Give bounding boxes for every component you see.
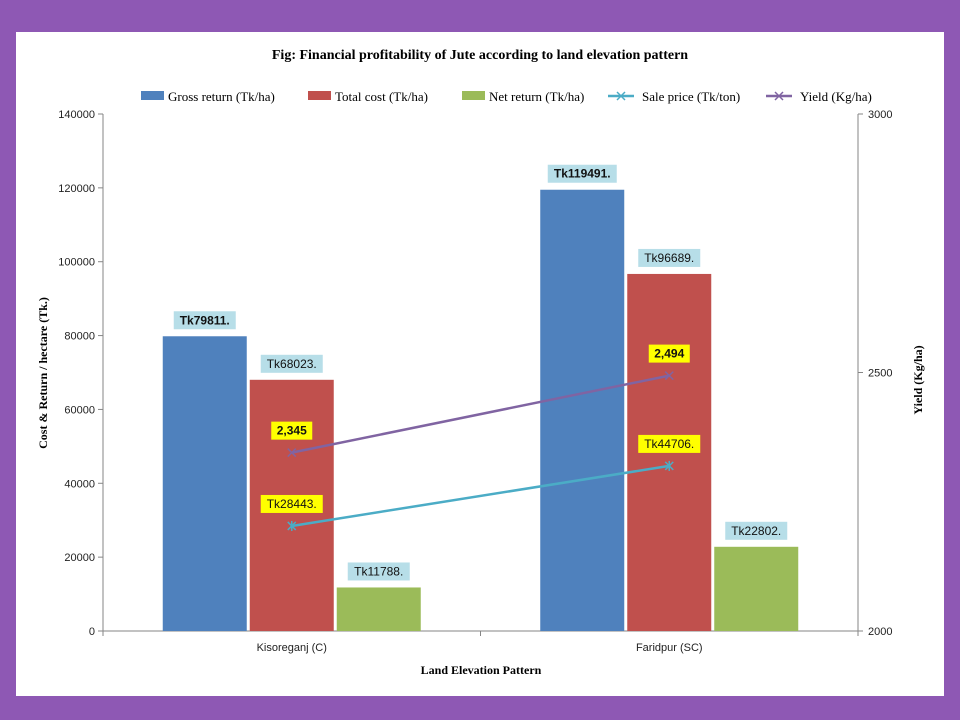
y2-axis-title: Yield (Kg/ha) [911, 345, 925, 414]
data-label-box [648, 344, 690, 363]
legend-item: Net return (Tk/ha) [462, 89, 584, 104]
data-label: Tk44706. [644, 437, 694, 451]
legend-label: Total cost (Tk/ha) [335, 89, 428, 104]
data-label-box [271, 421, 313, 440]
x-marker [287, 448, 297, 458]
data-label: Tk79811. [180, 313, 230, 327]
line-series [287, 371, 674, 531]
legend: Gross return (Tk/ha) Total cost (Tk/ha) Ne… [141, 89, 872, 104]
x-marker [664, 371, 674, 381]
data-label: Tk96689. [644, 251, 694, 265]
y-tick-label: 20000 [64, 552, 95, 564]
legend-label: Net return (Tk/ha) [489, 89, 584, 104]
legend-label: Yield (Kg/ha) [800, 89, 872, 104]
data-label-box [260, 494, 323, 513]
data-label-box [260, 354, 323, 373]
legend-item: Total cost (Tk/ha) [308, 89, 428, 104]
y-tick-label: 100000 [58, 257, 95, 269]
series-line [291, 464, 670, 528]
x-tick-label: Faridpur (SC) [636, 642, 703, 654]
asterisk-marker [664, 460, 674, 471]
data-label-box [347, 562, 410, 581]
data-label-box [725, 521, 788, 540]
legend-label: Sale price (Tk/ton) [642, 89, 740, 104]
y-tick-label: 140000 [58, 109, 95, 121]
legend-swatch [308, 91, 331, 100]
legend-item: Sale price (Tk/ton) [608, 89, 740, 104]
bar [714, 546, 799, 631]
data-label-box [638, 248, 701, 267]
y2-tick-label: 2500 [868, 368, 892, 380]
y-tick-label: 80000 [64, 331, 95, 343]
data-label: Tk11788. [354, 564, 403, 578]
data-label-box [173, 311, 236, 330]
data-label: Tk28443. [267, 497, 317, 511]
y-axis-title: Cost & Return / hectare (Tk.) [36, 297, 50, 449]
y-tick-label: 0 [89, 626, 95, 638]
data-label: Tk22802. [731, 524, 781, 538]
data-label: 2,494 [654, 347, 684, 361]
data-label: Tk68023. [267, 357, 317, 371]
legend-item: Yield (Kg/ha) [766, 89, 872, 104]
x-tick-label: Kisoreganj (C) [257, 642, 327, 654]
bar [540, 189, 625, 631]
y-tick-label: 120000 [58, 183, 95, 195]
series-line [291, 374, 670, 454]
data-label: Tk119491. [554, 167, 611, 181]
bars [162, 189, 799, 631]
asterisk-marker [287, 520, 297, 531]
bar [162, 336, 247, 631]
chart-title: Fig: Financial profitability of Jute acc… [272, 48, 688, 63]
y2-tick-label: 3000 [868, 109, 892, 121]
x-axis-title: Land Elevation Pattern [421, 663, 542, 677]
data-label-box [547, 164, 617, 183]
y2-tick-label: 2000 [868, 626, 892, 638]
legend-label: Gross return (Tk/ha) [168, 89, 275, 104]
data-label: 2,345 [277, 424, 307, 438]
data-label-box [638, 434, 701, 453]
legend-item: Gross return (Tk/ha) [141, 89, 275, 104]
y-tick-label: 40000 [64, 478, 95, 490]
legend-swatch [462, 91, 485, 100]
legend-swatch [141, 91, 164, 100]
y-tick-label: 60000 [64, 404, 95, 416]
bar [336, 587, 421, 631]
data-labels: Tk79811. Tk119491. Tk68023. Tk96689. Tk11788… [173, 164, 788, 581]
